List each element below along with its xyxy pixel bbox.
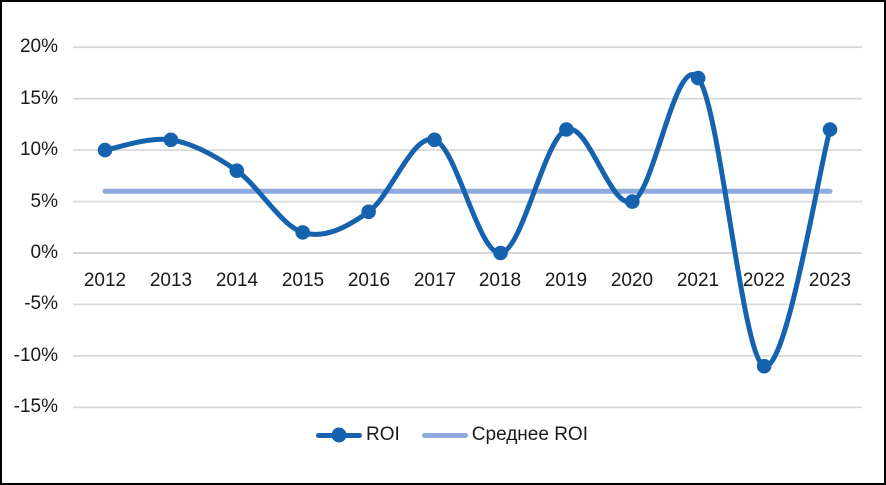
legend-label-roi: ROI <box>366 424 400 445</box>
y-tick-label: -15% <box>13 396 58 417</box>
data-point-marker <box>361 204 376 220</box>
data-point-marker <box>229 163 245 178</box>
y-tick-label: -10% <box>13 345 58 366</box>
x-tick-label: 2017 <box>413 270 457 291</box>
x-tick-label: 2018 <box>478 270 522 291</box>
data-point-marker <box>427 132 442 148</box>
data-point-marker <box>822 122 838 137</box>
legend-item-average-roi: Среднее ROI <box>421 424 588 446</box>
x-tick-label: 2020 <box>610 270 654 291</box>
x-tick-label: 2013 <box>149 270 193 291</box>
x-tick-label: 2016 <box>347 270 391 291</box>
data-point-marker <box>97 142 113 158</box>
data-point-marker <box>163 132 179 148</box>
x-tick-label: 2023 <box>808 270 852 291</box>
y-tick-label: 5% <box>30 191 58 212</box>
x-tick-label: 2019 <box>544 270 588 291</box>
y-tick-label: 15% <box>19 88 58 109</box>
x-tick-label: 2012 <box>83 270 127 291</box>
roi-legend-marker-icon <box>331 427 347 443</box>
x-tick-label: 2015 <box>281 270 325 291</box>
legend: ROI Среднее ROI <box>316 423 588 447</box>
data-point-marker <box>493 245 508 261</box>
roi-series-line <box>102 72 833 369</box>
y-tick-label: 20% <box>19 36 58 57</box>
average-roi-legend-line-icon <box>421 432 468 438</box>
legend-label-average-roi: Среднее ROI <box>471 424 588 445</box>
data-point-marker <box>625 194 640 209</box>
x-tick-label: 2014 <box>215 270 259 291</box>
legend-item-roi: ROI <box>316 424 400 446</box>
roi-legend-line-icon <box>316 427 362 443</box>
x-tick-label: 2021 <box>676 270 720 291</box>
x-tick-label: 2022 <box>742 270 786 291</box>
data-point-marker <box>756 358 772 374</box>
data-point-marker <box>559 122 574 137</box>
y-tick-label: 0% <box>30 242 58 263</box>
y-tick-label: 10% <box>19 139 58 160</box>
data-point-marker <box>690 70 706 86</box>
y-tick-label: -5% <box>24 293 58 314</box>
data-point-marker <box>295 225 311 240</box>
